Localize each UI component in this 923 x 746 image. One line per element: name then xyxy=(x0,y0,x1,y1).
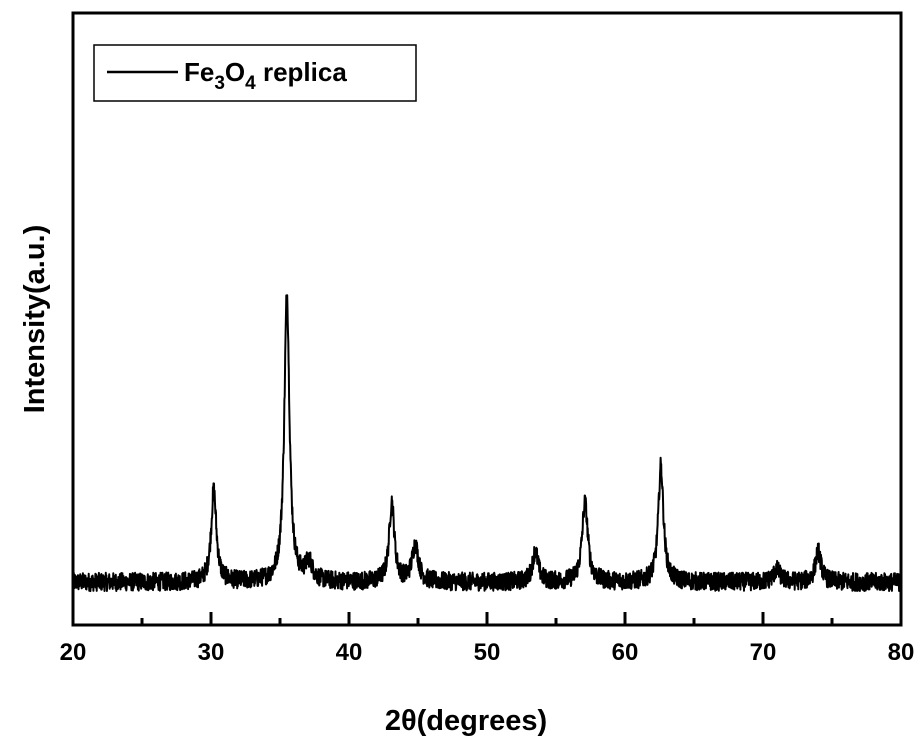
x-tick-label: 20 xyxy=(60,639,87,666)
legend-label-base: Fe xyxy=(184,57,214,87)
legend-label-suffix: replica xyxy=(256,57,348,87)
x-tick-label: 40 xyxy=(336,639,363,666)
series-line-fe3o4-replica xyxy=(72,294,902,593)
legend-label-sub1: 3 xyxy=(214,73,225,94)
x-axis-ticks xyxy=(71,612,903,625)
legend-label-sub2: 4 xyxy=(245,73,256,94)
legend-label: Fe3O4 replica xyxy=(184,57,347,94)
legend-label-mid: O xyxy=(225,57,245,87)
series-layer xyxy=(72,294,902,593)
plot-area: 20 30 40 50 60 70 80 xyxy=(60,11,915,666)
x-axis-tick-labels: 20 30 40 50 60 70 80 xyxy=(60,639,915,666)
x-axis-title: 2θ(degrees) xyxy=(385,705,547,737)
legend: Fe3O4 replica xyxy=(93,44,417,102)
y-axis-title: Intensity(a.u.) xyxy=(19,225,51,414)
x-tick-label: 80 xyxy=(888,639,915,666)
x-tick-label: 70 xyxy=(750,639,777,666)
x-tick-label: 60 xyxy=(612,639,639,666)
x-tick-label: 30 xyxy=(198,639,225,666)
plot-frame xyxy=(71,11,903,627)
x-tick-label: 50 xyxy=(474,639,501,666)
